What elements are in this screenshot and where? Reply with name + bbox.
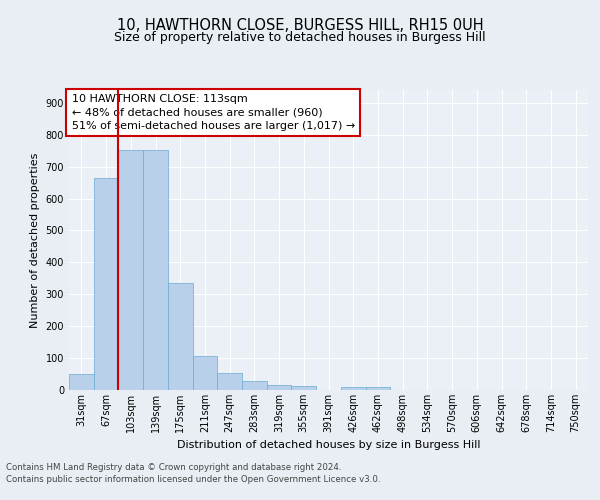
Bar (267, 384, 292, 390)
Bar (193, 356, 217, 390)
Bar (69, 374, 94, 390)
Y-axis label: Number of detached properties: Number of detached properties (30, 152, 40, 328)
Bar (118, 150, 143, 390)
Bar (94, 178, 118, 390)
Bar (341, 388, 365, 390)
Bar (242, 382, 267, 390)
Text: Contains public sector information licensed under the Open Government Licence v3: Contains public sector information licen… (6, 475, 380, 484)
X-axis label: Distribution of detached houses by size in Burgess Hill: Distribution of detached houses by size … (177, 440, 480, 450)
Bar (168, 283, 193, 390)
Text: 10 HAWTHORN CLOSE: 113sqm
← 48% of detached houses are smaller (960)
51% of semi: 10 HAWTHORN CLOSE: 113sqm ← 48% of detac… (71, 94, 355, 131)
Text: 10, HAWTHORN CLOSE, BURGESS HILL, RH15 0UH: 10, HAWTHORN CLOSE, BURGESS HILL, RH15 0… (116, 18, 484, 32)
Bar (217, 374, 242, 390)
Bar (365, 387, 390, 390)
Text: Size of property relative to detached houses in Burgess Hill: Size of property relative to detached ho… (114, 31, 486, 44)
Bar (143, 150, 168, 390)
Bar (292, 386, 316, 390)
Text: Contains HM Land Registry data © Crown copyright and database right 2024.: Contains HM Land Registry data © Crown c… (6, 462, 341, 471)
